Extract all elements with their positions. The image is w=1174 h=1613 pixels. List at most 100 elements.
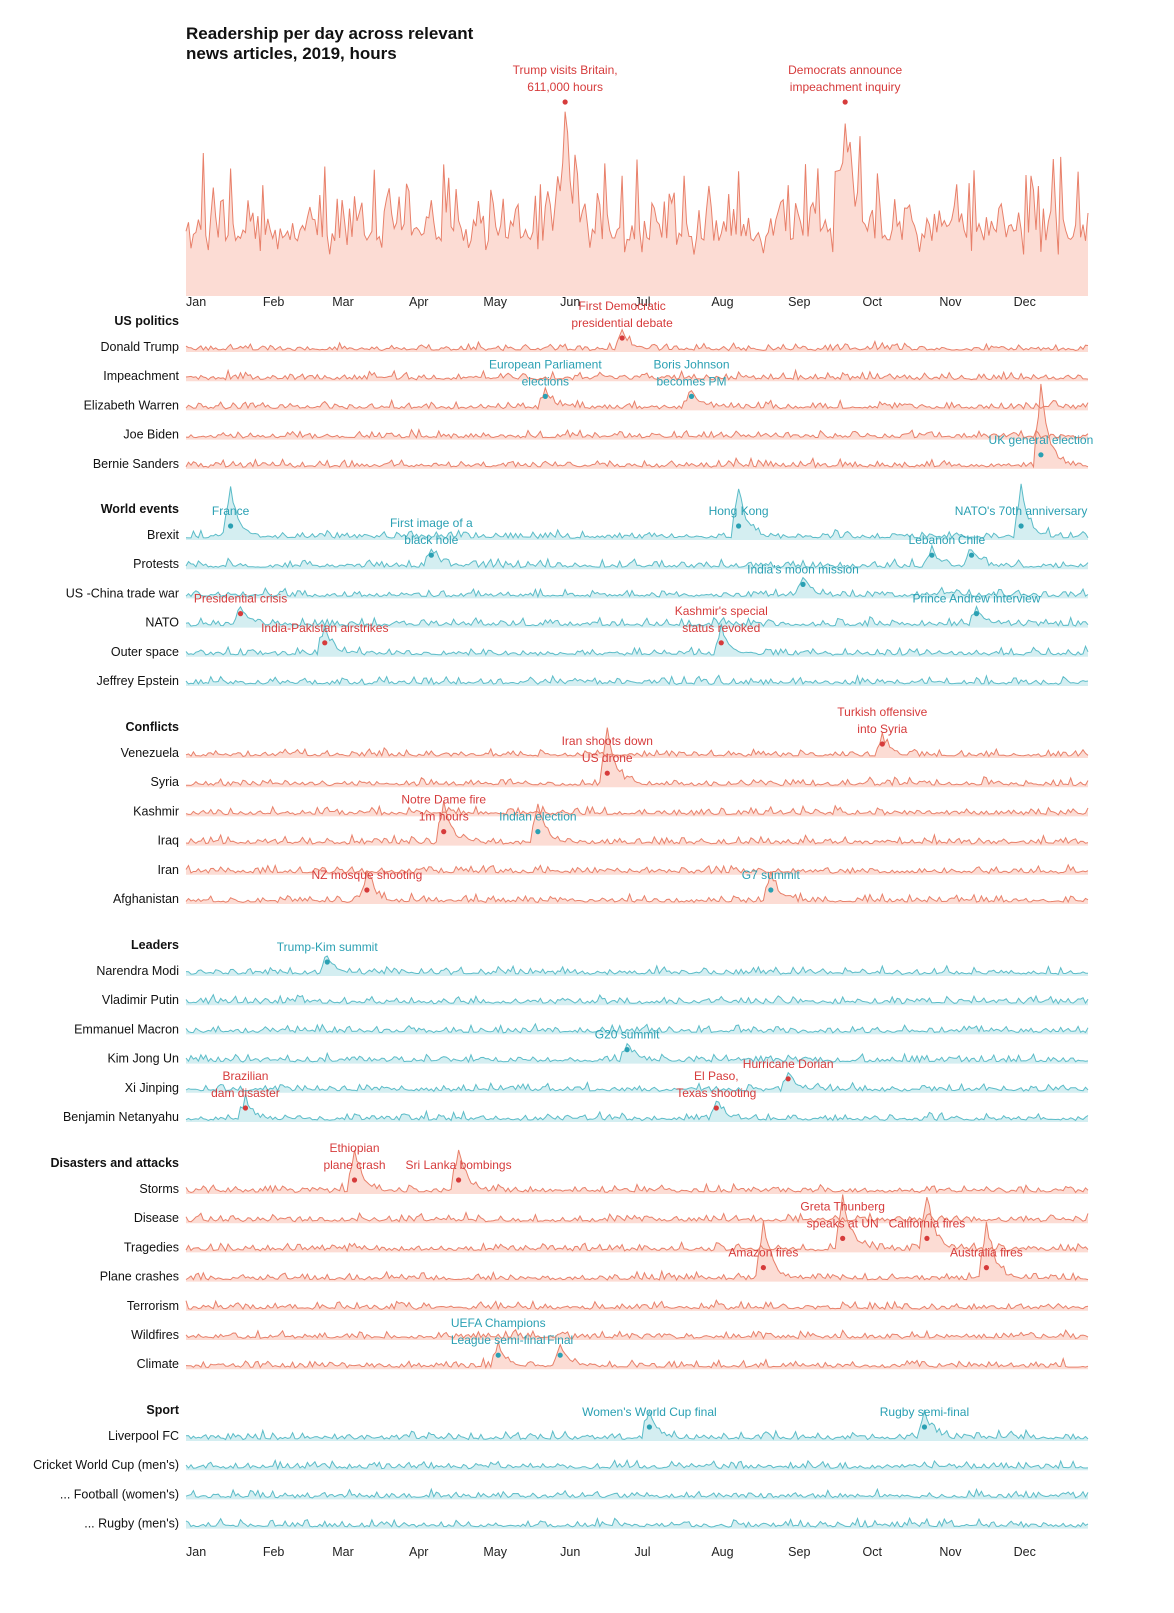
row-label: Outer space	[111, 645, 179, 659]
month-tick-label: Jul	[635, 295, 651, 309]
row-labels: US politics World events Conflicts Leaders D…	[33, 314, 180, 1531]
series-line-... Football (women's)	[185, 1487, 1089, 1499]
annotation-label: Hurricane Dorian	[743, 1057, 834, 1071]
annotation-label: NZ mosque shooting	[312, 868, 423, 882]
series-line-Cricket World Cup (men's)	[185, 1458, 1089, 1471]
row-label: Storms	[139, 1182, 179, 1196]
series-line-Elizabeth Warren	[185, 386, 1089, 411]
series-area-Climate	[186, 1341, 1088, 1370]
chart-title: Readership per day across relevant news …	[186, 24, 474, 63]
annotation-dot	[624, 1047, 630, 1053]
annotation-dot	[557, 1352, 563, 1358]
month-tick-label: Jun	[560, 1545, 580, 1559]
series-line-Outer space	[185, 623, 1089, 657]
series-area-Protests	[186, 545, 1088, 570]
annotation-dot	[351, 1177, 358, 1183]
series-line-Afghanistan	[185, 870, 1089, 904]
annotation-label: 1m hours	[419, 810, 469, 824]
series-line-top-total	[185, 111, 1089, 255]
series-area-Donald Trump	[186, 329, 1088, 352]
annotation-label: India-Pakistan airstrikes	[261, 621, 388, 635]
row-label: Jeffrey Epstein	[97, 674, 180, 688]
group-label: Conflicts	[126, 720, 180, 734]
series-line-Wildfires	[185, 1328, 1089, 1340]
series-line-Tragedies	[185, 1194, 1089, 1253]
row-label: Brexit	[147, 528, 179, 542]
annotation-label: Ethiopian	[329, 1141, 379, 1155]
series-line-Protests	[185, 543, 1089, 569]
annotation-dot	[542, 393, 548, 399]
series-area-US -China trade war	[186, 577, 1088, 599]
series-line-Bernie Sanders	[185, 383, 1089, 469]
annotation-label: presidential debate	[571, 316, 673, 330]
annotation-dot	[840, 1235, 846, 1241]
annotation-label: Iran shoots down	[562, 734, 653, 748]
month-tick-label: May	[483, 295, 507, 309]
group-label: Sport	[146, 1403, 179, 1417]
annotation-dot	[455, 1177, 462, 1183]
row-label: Wildfires	[131, 1328, 179, 1342]
series-line-Vladimir Putin	[185, 993, 1089, 1005]
series-area-Disease	[186, 1212, 1088, 1224]
month-tick-label: Sep	[788, 295, 810, 309]
annotation-label: G7 summit	[742, 868, 801, 882]
series-area-Narendra Modi	[186, 955, 1088, 976]
annotation-label: European Parliament	[489, 357, 602, 371]
row-label: Emmanuel Macron	[74, 1022, 179, 1036]
row-label: Elizabeth Warren	[84, 398, 179, 412]
annotation-label: El Paso,	[694, 1069, 739, 1083]
row-label: Climate	[137, 1357, 179, 1371]
series-line-Donald Trump	[185, 328, 1089, 352]
row-label: Iran	[157, 863, 179, 877]
row-label: Impeachment	[103, 369, 179, 383]
annotation-label: India's moon mission	[747, 562, 859, 576]
annotation-label: black hole	[404, 533, 458, 547]
series-lines	[185, 111, 1089, 1529]
annotation-dot	[800, 581, 806, 588]
group-label: World events	[101, 502, 179, 516]
annotation-label: Boris Johnson	[653, 357, 729, 371]
annotation-label: Indian election	[499, 810, 576, 824]
group-label: Leaders	[131, 938, 179, 952]
annotations: Trump visits Britain, 611,000 hours Democr…	[194, 63, 1093, 1430]
month-tick-label: Aug	[711, 1545, 733, 1559]
annotation-dot	[760, 1265, 766, 1271]
month-tick-label: Dec	[1014, 295, 1036, 309]
row-label: Venezuela	[121, 746, 179, 760]
annotation-dot	[646, 1424, 652, 1430]
series-line-Narendra Modi	[185, 955, 1089, 976]
month-tick-label: Oct	[863, 1545, 883, 1559]
annotation-label: speaks at UN	[807, 1216, 879, 1230]
annotation-dot	[718, 640, 724, 646]
annotation-label: elections	[522, 374, 569, 388]
annotation-dot	[428, 552, 434, 558]
annotation-dot	[535, 829, 541, 835]
row-label: Xi Jinping	[125, 1081, 179, 1095]
month-tick-label: Apr	[409, 295, 428, 309]
annotation-label: US drone	[582, 751, 633, 765]
annotation-dot	[973, 611, 980, 617]
annotation-label: France	[212, 504, 250, 518]
annotation-dot	[929, 552, 935, 558]
annotation-dot	[735, 523, 742, 529]
series-area-Terrorism	[186, 1300, 1088, 1311]
annotation-label: Kashmir's special	[675, 604, 768, 618]
annotation-label: Lebanon	[909, 533, 956, 547]
row-label: Tragedies	[124, 1240, 179, 1254]
row-label: Terrorism	[127, 1299, 179, 1313]
annotation-label: dam disaster	[211, 1086, 280, 1100]
month-tick-label: Feb	[263, 295, 285, 309]
month-tick-label: Apr	[409, 1545, 428, 1559]
row-label: Protests	[133, 557, 179, 571]
annotation-dot	[968, 552, 975, 558]
month-tick-label: Aug	[711, 295, 733, 309]
annotation-label: Hong Kong	[709, 504, 769, 518]
annotation-label: Democrats announce	[788, 63, 902, 77]
month-tick-label: Feb	[263, 1545, 285, 1559]
series-area-Storms	[186, 1150, 1088, 1194]
annotation-label: status revoked	[682, 621, 760, 635]
series-line-... Rugby (men's)	[185, 1516, 1089, 1529]
series-area-Liverpool FC	[186, 1409, 1088, 1441]
series-line-Disease	[185, 1211, 1089, 1224]
